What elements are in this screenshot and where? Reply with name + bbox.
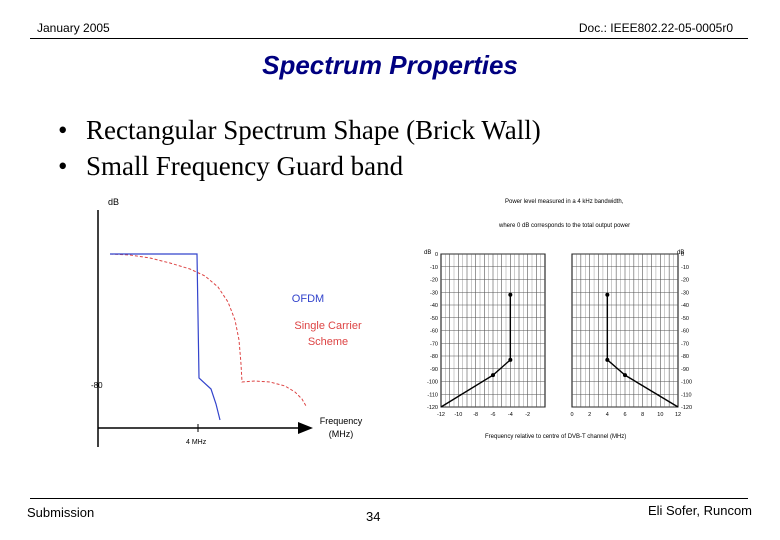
mask-data-point xyxy=(623,373,627,378)
mask-data-point xyxy=(508,292,513,297)
mask-y-tick-label: -100 xyxy=(681,380,692,386)
mask-y-tick-label: -90 xyxy=(430,367,438,373)
mask-y-tick-label: 0 xyxy=(435,252,438,258)
bullet-item: • Small Frequency Guard band xyxy=(58,148,541,184)
mask-x-tick-label: 0 xyxy=(570,412,573,418)
mask-y-tick-label: 0 xyxy=(681,252,684,258)
mask-right-y-unit: dB xyxy=(677,250,684,256)
mask-y-tick-label: -10 xyxy=(430,265,438,271)
mask-x-tick-label: -4 xyxy=(508,412,513,418)
mask-y-tick-label: -120 xyxy=(427,405,438,411)
slide-title: Spectrum Properties xyxy=(262,50,518,80)
mask-y-tick-label: -30 xyxy=(681,290,689,296)
mask-y-tick-label: -60 xyxy=(430,329,438,335)
footer-author: Eli Sofer, Runcom xyxy=(647,503,752,518)
legend-single-carrier-line1: Single Carrier xyxy=(294,320,362,332)
mask-caption-line2: where 0 dB corresponds to the total outp… xyxy=(498,223,630,229)
mask-data-point xyxy=(491,373,495,378)
mask-x-tick-label: 12 xyxy=(675,412,681,418)
legend-single-carrier-line2: Scheme xyxy=(308,336,348,348)
series-ofdm xyxy=(110,253,221,421)
mask-y-tick-label: -90 xyxy=(681,367,689,373)
x-axis-label-line1: Frequency xyxy=(320,416,363,426)
y-tick-label: -80 xyxy=(91,381,103,390)
mask-y-tick-label: -80 xyxy=(430,354,438,360)
bullet-list: • Rectangular Spectrum Shape (Brick Wall)… xyxy=(58,112,541,184)
x-axis-label-line2: (MHz) xyxy=(329,429,354,439)
mask-y-tick-label: -20 xyxy=(430,278,438,284)
mask-x-tick-label: -10 xyxy=(454,412,462,418)
x-tick-label: 4 MHz xyxy=(186,439,207,446)
mask-y-tick-label: -50 xyxy=(681,316,689,322)
mask-y-tick-label: -40 xyxy=(430,303,438,309)
mask-series-line xyxy=(606,294,679,408)
mask-x-tick-label: 4 xyxy=(606,412,609,418)
mask-x-tick-label: -6 xyxy=(491,412,496,418)
header-doc-id: Doc.: IEEE802.22-05-0005r0 xyxy=(578,21,733,35)
mask-y-tick-label: -80 xyxy=(681,354,689,360)
header-rule xyxy=(30,38,748,39)
series-single-carrier xyxy=(109,253,307,407)
mask-y-tick-label: -70 xyxy=(681,341,689,347)
mask-x-tick-label: -2 xyxy=(525,412,530,418)
mask-y-tick-label: -60 xyxy=(681,329,689,335)
bullet-dot-icon: • xyxy=(58,115,68,145)
footer-rule xyxy=(30,498,748,499)
spectrum-comparison-figure: dB 4 MHz -80 OFDM Single Carrier Scheme … xyxy=(91,197,363,447)
footer-submission: Submission xyxy=(27,505,95,520)
mask-data-point xyxy=(508,357,513,362)
y-axis-unit: dB xyxy=(108,197,119,207)
header-date: January 2005 xyxy=(37,21,110,35)
bullet-dot-icon: • xyxy=(58,151,68,181)
legend-ofdm: OFDM xyxy=(292,293,324,305)
mask-y-tick-label: -40 xyxy=(681,303,689,309)
bullet-text: Small Frequency Guard band xyxy=(86,151,404,181)
mask-x-tick-label: -8 xyxy=(473,412,478,418)
mask-x-tick-label: 6 xyxy=(623,412,626,418)
mask-y-tick-label: -10 xyxy=(681,265,689,271)
mask-plot-layer: 0-10-20-30-40-50-60-70-80-90-100-110-120… xyxy=(427,252,692,418)
bullet-text: Rectangular Spectrum Shape (Brick Wall) xyxy=(86,115,541,145)
mask-y-tick-label: -70 xyxy=(430,341,438,347)
mask-x-tick-label: -12 xyxy=(437,412,445,418)
mask-series-line xyxy=(440,294,512,408)
mask-y-tick-label: -110 xyxy=(427,392,438,398)
mask-x-tick-label: 8 xyxy=(641,412,644,418)
mask-y-tick-label: -20 xyxy=(681,278,689,284)
mask-data-point xyxy=(605,292,610,297)
mask-caption-line1: Power level measured in a 4 kHz bandwidt… xyxy=(505,199,624,205)
bullet-item: • Rectangular Spectrum Shape (Brick Wall) xyxy=(58,112,541,148)
mask-y-tick-label: -50 xyxy=(430,316,438,322)
mask-x-tick-label: 2 xyxy=(588,412,591,418)
mask-y-tick-label: -110 xyxy=(681,392,692,398)
mask-x-axis-label: Frequency relative to centre of DVB-T ch… xyxy=(485,434,626,440)
mask-y-tick-label: -120 xyxy=(681,405,692,411)
mask-data-point xyxy=(605,357,610,362)
dvbt-spectrum-mask-figure: Power level measured in a 4 kHz bandwidt… xyxy=(424,199,692,440)
mask-y-tick-label: -30 xyxy=(430,290,438,296)
mask-y-tick-label: -100 xyxy=(427,380,438,386)
footer-page-number: 34 xyxy=(366,509,381,524)
mask-left-y-unit: dB xyxy=(424,250,431,256)
mask-x-tick-label: 10 xyxy=(657,412,663,418)
